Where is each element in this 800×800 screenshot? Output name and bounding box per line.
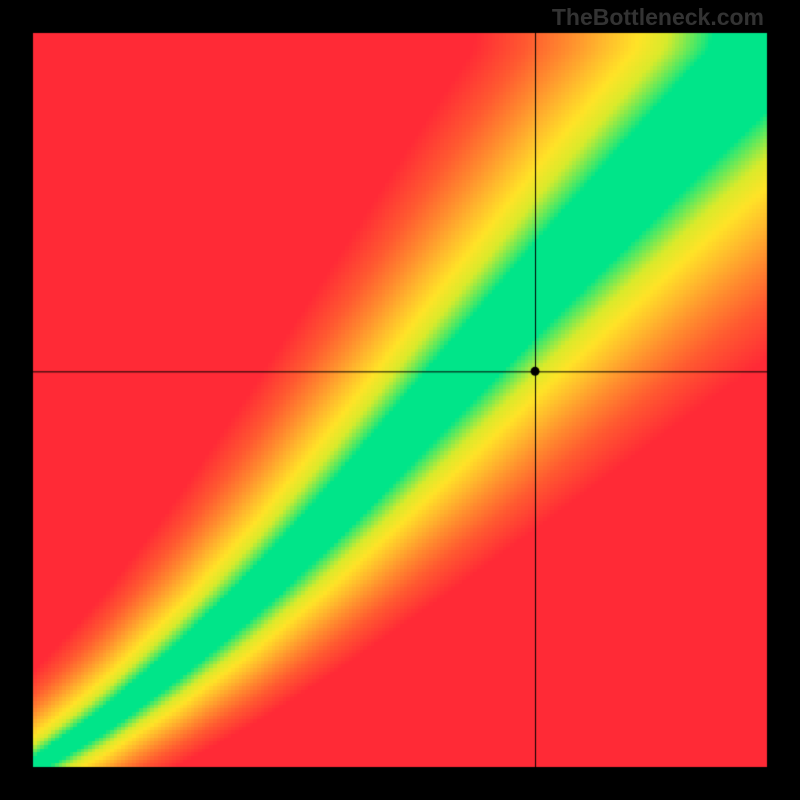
bottleneck-heatmap (0, 0, 800, 800)
watermark-text: TheBottleneck.com (552, 4, 764, 31)
